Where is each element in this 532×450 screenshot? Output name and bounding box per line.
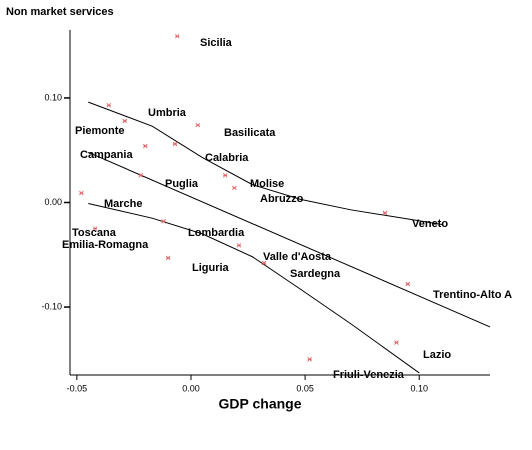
point-label: Abruzzo	[260, 193, 304, 205]
point-label: Marche	[104, 198, 143, 210]
point	[175, 33, 180, 39]
point-label: Lombardia	[188, 227, 245, 239]
fit-line	[88, 203, 420, 374]
point-label: Friuli-Venezia	[333, 369, 405, 381]
fit-line	[88, 101, 443, 225]
point-label: Basilicata	[224, 127, 276, 139]
point-label: Liguria	[192, 262, 230, 274]
point-label: Sicilia	[200, 37, 233, 49]
point-label: Veneto	[412, 218, 448, 230]
point-label: Toscana	[72, 227, 117, 239]
fit-line	[88, 151, 491, 328]
point	[172, 141, 178, 147]
point	[261, 260, 267, 266]
point-label: Emilia-Romagna	[62, 239, 149, 251]
y-tick-label: 0.00	[44, 197, 62, 207]
x-tick-label: 0.00	[182, 383, 200, 393]
point	[195, 122, 201, 128]
point	[405, 281, 411, 287]
x-tick-label: -0.05	[67, 383, 88, 393]
point	[236, 243, 242, 248]
point	[232, 185, 237, 191]
point	[143, 143, 148, 149]
point	[122, 118, 128, 124]
point-label: Lazio	[423, 349, 451, 361]
y-tick-label: 0.10	[44, 92, 62, 102]
point	[138, 173, 144, 178]
point-label: Calabria	[205, 152, 249, 164]
x-tick-label: 0.05	[296, 383, 314, 393]
x-tick-label: 0.10	[410, 383, 428, 393]
point-label: Molise	[250, 178, 284, 190]
point	[92, 226, 98, 231]
point-label: Valle d'Aosta	[263, 251, 332, 263]
point-label: Sardegna	[290, 268, 341, 280]
point-label: Piemonte	[75, 125, 125, 137]
point-label: Puglia	[165, 178, 199, 190]
point	[307, 357, 312, 362]
x-axis-label: GDP change	[219, 396, 302, 412]
chart-title: Non market services	[6, 6, 114, 18]
point	[79, 190, 84, 196]
point	[222, 173, 228, 178]
point	[106, 102, 112, 108]
y-tick-label: -0.10	[41, 301, 62, 311]
point-label: Trentino-Alto A	[433, 289, 512, 301]
point	[161, 219, 166, 224]
point-label: Umbria	[148, 107, 187, 119]
point	[165, 255, 171, 261]
point-label: Campania	[80, 149, 133, 161]
point	[394, 340, 399, 345]
point	[382, 210, 388, 216]
